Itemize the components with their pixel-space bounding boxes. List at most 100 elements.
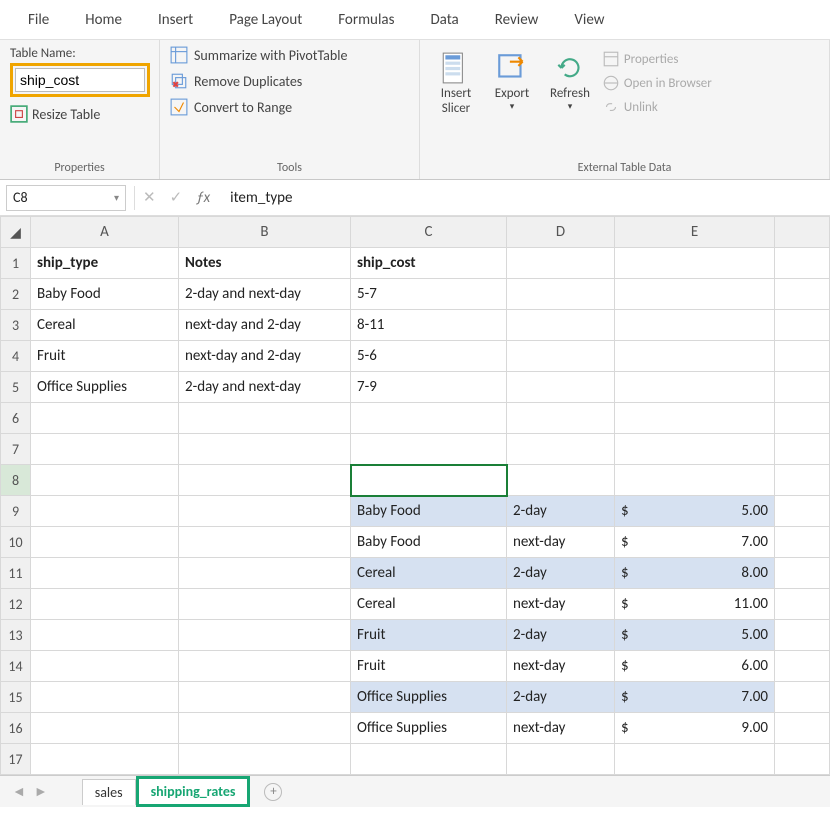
cell[interactable]	[775, 620, 830, 651]
row-header[interactable]: 15	[1, 682, 31, 713]
cell[interactable]	[31, 682, 179, 713]
cell[interactable]	[31, 465, 179, 496]
export-button[interactable]: Export ▾	[486, 46, 538, 159]
cell[interactable]	[351, 434, 507, 465]
menu-view[interactable]: View	[556, 0, 622, 39]
cell[interactable]	[31, 620, 179, 651]
cell[interactable]: shipping_cost	[615, 465, 775, 496]
convert-range-button[interactable]: Convert to Range	[170, 98, 409, 116]
cell[interactable]: 2-day	[507, 620, 615, 651]
cell[interactable]	[507, 248, 615, 279]
cell[interactable]	[615, 403, 775, 434]
ext-properties-button[interactable]: Properties	[602, 50, 712, 68]
cell[interactable]: 5-7	[351, 279, 507, 310]
menu-review[interactable]: Review	[477, 0, 557, 39]
ext-browser-button[interactable]: Open in Browser	[602, 74, 712, 92]
cell[interactable]	[775, 310, 830, 341]
fx-icon[interactable]: ƒx	[196, 189, 210, 207]
insert-slicer-button[interactable]: Insert Slicer	[430, 46, 482, 159]
cell[interactable]	[615, 279, 775, 310]
cell[interactable]	[179, 620, 351, 651]
cell[interactable]	[31, 496, 179, 527]
cell[interactable]: 2-day and next-day	[179, 372, 351, 403]
cell[interactable]	[31, 713, 179, 744]
cell[interactable]	[615, 341, 775, 372]
cell[interactable]: 2-day	[507, 496, 615, 527]
table-name-input[interactable]	[15, 68, 145, 92]
cell[interactable]: Fruit	[31, 341, 179, 372]
sheet-tab-shipping-rates[interactable]: shipping_rates	[136, 776, 251, 807]
cancel-icon[interactable]: ✕	[143, 188, 156, 207]
cell[interactable]	[775, 403, 830, 434]
cell[interactable]	[775, 372, 830, 403]
col-header-B[interactable]: B	[179, 217, 351, 248]
cell[interactable]	[775, 465, 830, 496]
row-header[interactable]: 11	[1, 558, 31, 589]
cell[interactable]: Office Supplies	[31, 372, 179, 403]
cell[interactable]	[179, 744, 351, 775]
add-sheet-button[interactable]: +	[264, 783, 282, 801]
resize-table-button[interactable]: Resize Table	[10, 105, 149, 123]
row-header[interactable]: 7	[1, 434, 31, 465]
cell[interactable]: 2-day	[507, 682, 615, 713]
row-header[interactable]: 10	[1, 527, 31, 558]
cell[interactable]	[615, 372, 775, 403]
cell[interactable]: next-day	[507, 651, 615, 682]
cell[interactable]: Notes	[179, 248, 351, 279]
row-header[interactable]: 13	[1, 620, 31, 651]
menu-pagelayout[interactable]: Page Layout	[211, 0, 320, 39]
cell[interactable]: Fruit	[351, 651, 507, 682]
cell[interactable]	[615, 434, 775, 465]
row-header[interactable]: 4	[1, 341, 31, 372]
cell[interactable]	[179, 651, 351, 682]
cell[interactable]: priority	[507, 465, 615, 496]
cell[interactable]: next-day	[507, 589, 615, 620]
cell[interactable]: $7.00	[615, 527, 775, 558]
cell[interactable]	[31, 651, 179, 682]
col-header-D[interactable]: D	[507, 217, 615, 248]
cell[interactable]	[179, 434, 351, 465]
cell[interactable]	[615, 248, 775, 279]
col-header-blank[interactable]	[775, 217, 830, 248]
cell[interactable]	[775, 744, 830, 775]
cell[interactable]	[775, 682, 830, 713]
cell[interactable]	[775, 248, 830, 279]
cell-selected[interactable]: item_type	[351, 465, 507, 496]
cell[interactable]: $7.00	[615, 682, 775, 713]
row-header[interactable]: 3	[1, 310, 31, 341]
cell[interactable]: next-day and 2-day	[179, 310, 351, 341]
cell[interactable]	[775, 434, 830, 465]
row-header[interactable]: 8	[1, 465, 31, 496]
cell[interactable]: 2-day and next-day	[179, 279, 351, 310]
cell[interactable]: 7-9	[351, 372, 507, 403]
cell[interactable]	[31, 589, 179, 620]
cell[interactable]	[31, 434, 179, 465]
cell[interactable]: Cereal	[31, 310, 179, 341]
cell[interactable]: Baby Food	[351, 527, 507, 558]
col-header-A[interactable]: A	[31, 217, 179, 248]
cell[interactable]	[31, 744, 179, 775]
row-header[interactable]: 9	[1, 496, 31, 527]
cell[interactable]	[775, 527, 830, 558]
menu-data[interactable]: Data	[412, 0, 476, 39]
cell[interactable]	[351, 403, 507, 434]
cell[interactable]	[775, 279, 830, 310]
formula-value[interactable]: item_type	[230, 189, 292, 207]
cell[interactable]	[179, 589, 351, 620]
cell[interactable]: next-day and 2-day	[179, 341, 351, 372]
select-all-corner[interactable]: ◢	[1, 217, 31, 248]
cell[interactable]	[615, 744, 775, 775]
cell[interactable]	[179, 465, 351, 496]
cell[interactable]: Fruit	[351, 620, 507, 651]
cell[interactable]	[179, 713, 351, 744]
menu-home[interactable]: Home	[67, 0, 140, 39]
row-header[interactable]: 2	[1, 279, 31, 310]
cell[interactable]	[775, 558, 830, 589]
sheet-tab-sales[interactable]: sales	[82, 779, 136, 805]
cell[interactable]: Cereal	[351, 558, 507, 589]
ext-unlink-button[interactable]: Unlink	[602, 98, 712, 116]
cell[interactable]: Baby Food	[31, 279, 179, 310]
cell[interactable]	[507, 310, 615, 341]
row-header[interactable]: 14	[1, 651, 31, 682]
cell[interactable]	[775, 496, 830, 527]
